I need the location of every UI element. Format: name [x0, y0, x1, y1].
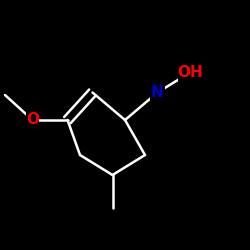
Text: OH: OH	[177, 65, 203, 80]
Bar	[150, 84, 165, 100]
Bar	[26, 112, 40, 128]
Bar	[178, 64, 203, 80]
Text: O: O	[26, 112, 39, 128]
Text: N: N	[151, 85, 164, 100]
